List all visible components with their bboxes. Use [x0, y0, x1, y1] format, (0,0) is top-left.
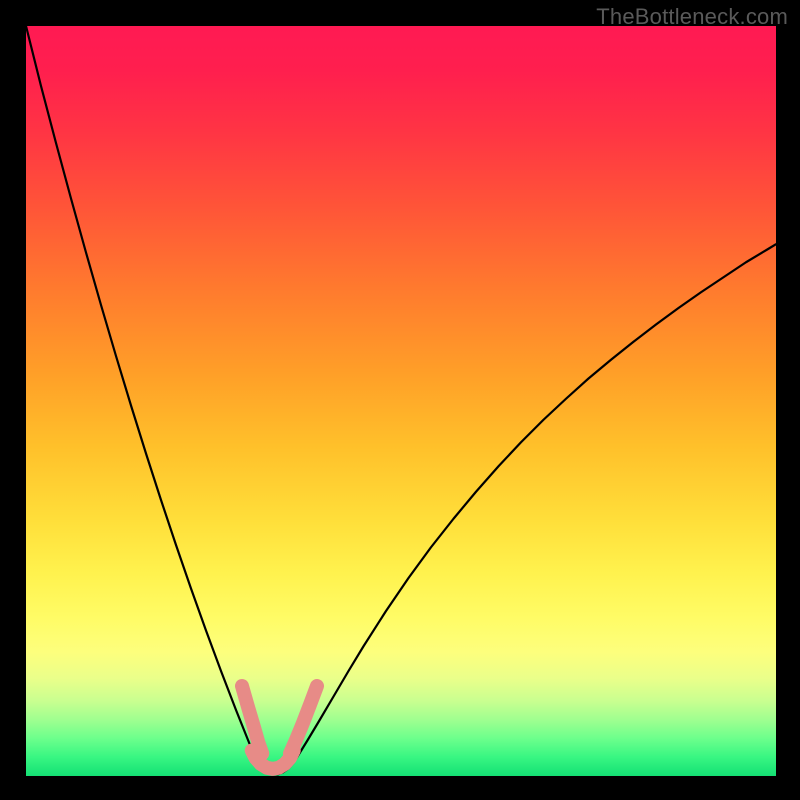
- watermark-text: TheBottleneck.com: [596, 4, 788, 30]
- plot-background: [26, 26, 776, 776]
- bottleneck-chart: [0, 0, 800, 800]
- stage: TheBottleneck.com: [0, 0, 800, 800]
